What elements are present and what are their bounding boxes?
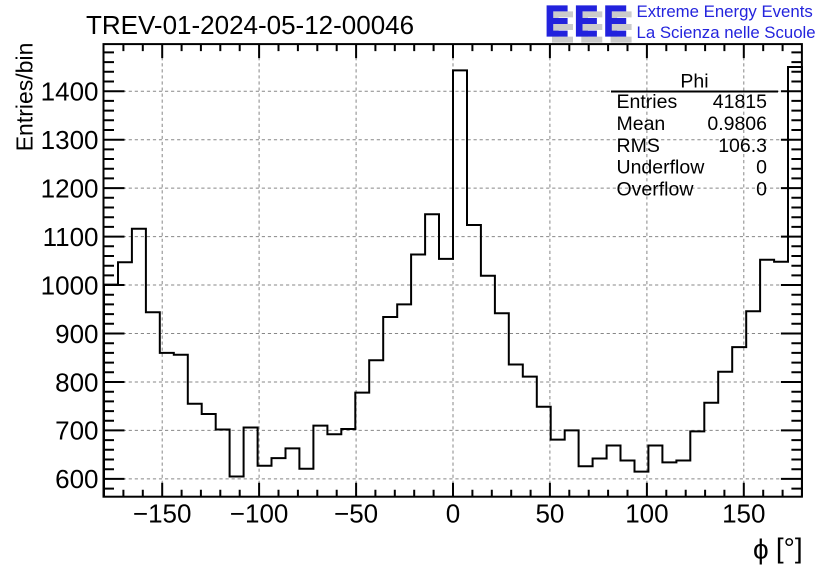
- svg-text:0.9806: 0.9806: [707, 113, 767, 135]
- svg-text:106.3: 106.3: [718, 135, 767, 157]
- svg-text:Entries/bin: Entries/bin: [12, 43, 38, 152]
- svg-text:150: 150: [722, 499, 765, 529]
- svg-text:1400: 1400: [41, 77, 99, 107]
- svg-text:1100: 1100: [43, 222, 99, 252]
- svg-text:−150: −150: [133, 499, 192, 529]
- svg-text:Extreme Energy Events: Extreme Energy Events: [637, 2, 813, 21]
- svg-text:RMS: RMS: [617, 135, 660, 157]
- svg-text:50: 50: [535, 499, 564, 529]
- svg-text:900: 900: [55, 319, 98, 349]
- svg-text:0: 0: [446, 499, 460, 529]
- svg-text:Overflow: Overflow: [617, 178, 695, 200]
- svg-text:0: 0: [756, 178, 767, 200]
- svg-text:1200: 1200: [41, 173, 99, 203]
- svg-text:Mean: Mean: [617, 113, 666, 135]
- svg-text:TREV-01-2024-05-12-00046: TREV-01-2024-05-12-00046: [86, 10, 414, 40]
- svg-text:41815: 41815: [713, 91, 767, 113]
- svg-text:Entries: Entries: [617, 91, 678, 113]
- svg-text:600: 600: [55, 464, 98, 494]
- svg-text:−100: −100: [230, 499, 289, 529]
- svg-text:Underflow: Underflow: [617, 157, 706, 179]
- svg-text:ϕ: ϕ: [753, 533, 769, 564]
- svg-text:700: 700: [55, 416, 98, 446]
- svg-text:0: 0: [756, 157, 767, 179]
- svg-text:800: 800: [55, 367, 98, 397]
- svg-text:1000: 1000: [41, 270, 99, 300]
- svg-text:[°]: [°]: [776, 532, 803, 563]
- svg-text:Phi: Phi: [680, 70, 708, 92]
- svg-text:−50: −50: [334, 499, 378, 529]
- svg-text:1300: 1300: [41, 125, 99, 155]
- svg-text:100: 100: [625, 499, 668, 529]
- svg-text:La Scienza nelle Scuole: La Scienza nelle Scuole: [637, 23, 816, 42]
